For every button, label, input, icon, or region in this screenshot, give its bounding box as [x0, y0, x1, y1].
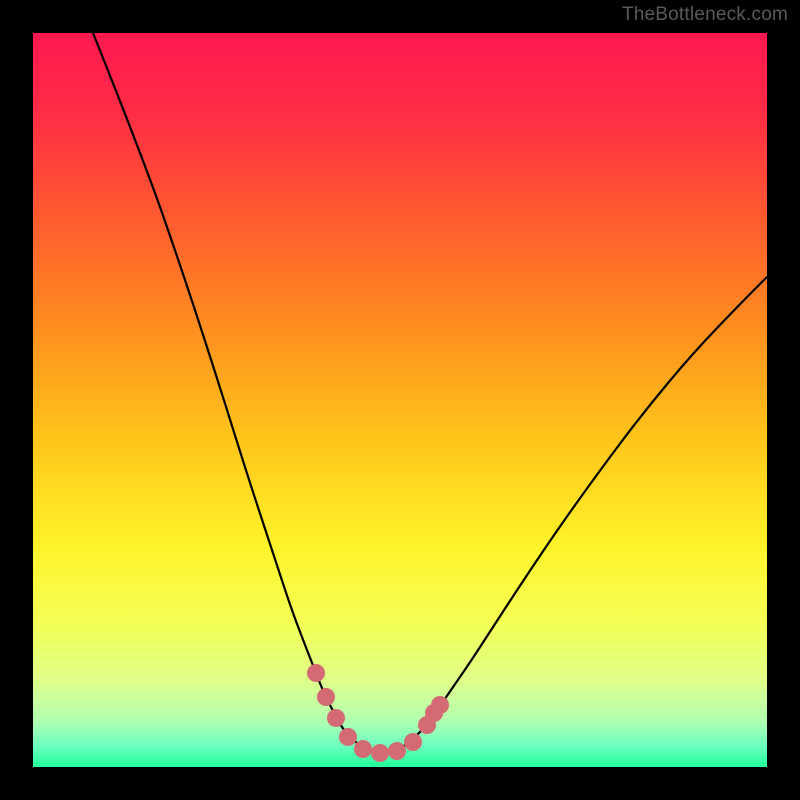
watermark-text: TheBottleneck.com	[622, 4, 788, 26]
optimal-zone-dot	[327, 709, 345, 727]
optimal-zone-dot	[431, 696, 449, 714]
optimal-zone-dot	[388, 742, 406, 760]
optimal-zone-dot	[317, 688, 335, 706]
optimal-zone-dot	[404, 733, 422, 751]
optimal-zone-dots	[307, 664, 449, 762]
optimal-zone-dot	[354, 740, 372, 758]
optimal-zone-dot	[371, 744, 389, 762]
bottleneck-curve-line	[93, 33, 767, 753]
chart-plot-area	[33, 33, 767, 767]
chart-svg-layer	[33, 33, 767, 767]
optimal-zone-dot	[339, 728, 357, 746]
optimal-zone-dot	[307, 664, 325, 682]
